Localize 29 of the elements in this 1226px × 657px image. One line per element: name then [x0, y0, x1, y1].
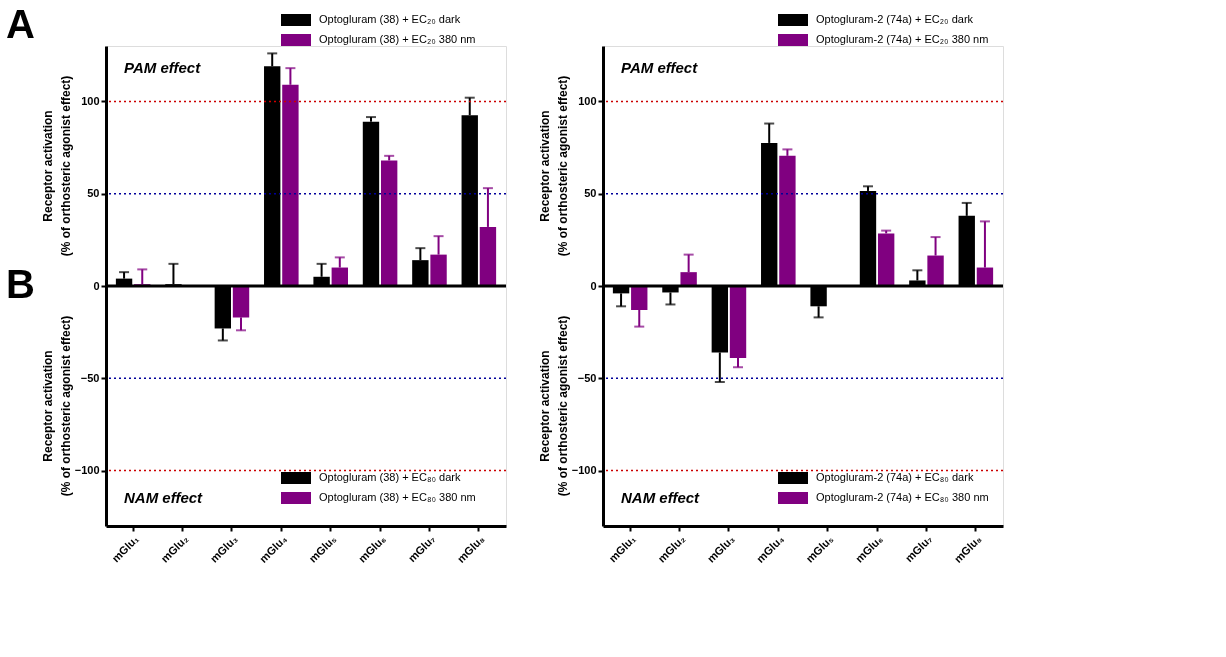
- y-tick-label: −50: [80, 371, 100, 384]
- y-axis-title: Receptor activation (% of orthosteric agonist effect): [538, 75, 570, 257]
- y-tick-label: 0: [93, 279, 100, 292]
- legend-label: Optogluram (38) + EC₂₀ 380 nm: [319, 33, 476, 45]
- y-tick-label: 50: [584, 187, 597, 200]
- annotation: PAM effect: [621, 59, 699, 76]
- annotation: NAM effect: [621, 489, 701, 506]
- legend-label: Optogluram-2 (74a) + EC₂₀ 380 nm: [816, 33, 989, 45]
- text: B: [6, 262, 35, 306]
- y-tick-label: −50: [577, 371, 597, 384]
- text: Receptor activation (% of orthosteric agonist effect): [538, 315, 570, 497]
- text: A: [6, 2, 35, 46]
- legend-label: Optogluram (38) + EC₈₀ dark: [319, 471, 461, 483]
- y-tick-label: −100: [74, 464, 100, 477]
- y-axis-title: Receptor activation (% of orthosteric agonist effect): [41, 75, 73, 257]
- y-tick-label: 100: [578, 94, 597, 107]
- annotation: PAM effect: [124, 59, 202, 76]
- legend-label: Optogluram (38) + EC₈₀ 380 nm: [319, 491, 476, 503]
- annotation: NAM effect: [124, 489, 204, 506]
- legend-label: Optogluram-2 (74a) + EC₈₀ 380 nm: [816, 491, 989, 503]
- text: Receptor activation (% of orthosteric agonist effect): [41, 315, 73, 497]
- legend-label: Optogluram (38) + EC₂₀ dark: [319, 13, 461, 25]
- y-tick-label: 50: [87, 187, 100, 200]
- bar: [380, 160, 398, 286]
- legend-label: Optogluram-2 (74a) + EC₂₀ dark: [816, 13, 974, 25]
- y-tick-label: −100: [571, 464, 597, 477]
- y-tick-label: 0: [590, 279, 597, 292]
- legend-label: Optogluram-2 (74a) + EC₈₀ dark: [816, 471, 974, 483]
- y-tick-label: 100: [81, 94, 100, 107]
